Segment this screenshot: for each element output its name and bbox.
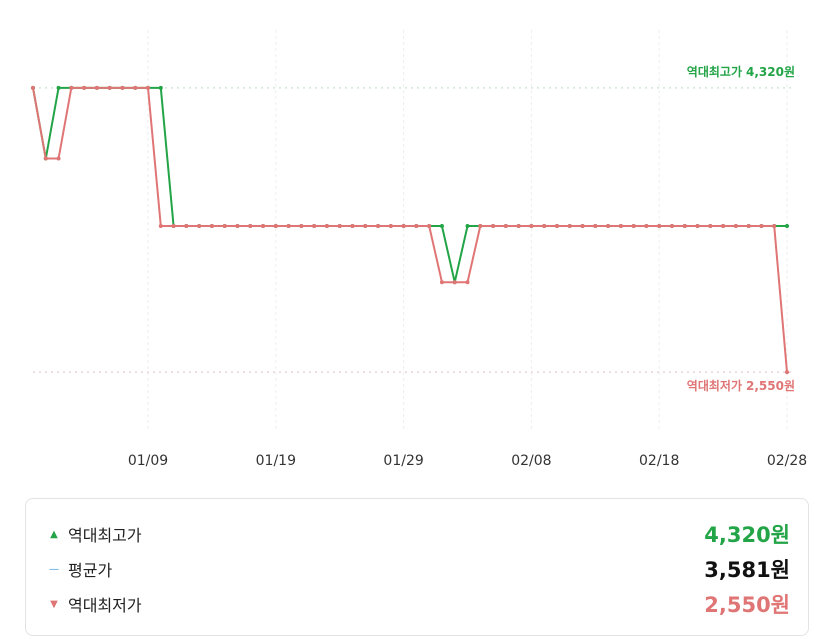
- x-tick-label: 01/09: [128, 453, 168, 469]
- price-dot: [529, 223, 534, 228]
- price-dot: [785, 223, 789, 228]
- price-dot: [248, 223, 253, 228]
- price-dot: [273, 223, 278, 228]
- price-dot: [567, 223, 572, 228]
- price-dot: [580, 223, 585, 228]
- price-dot: [759, 223, 764, 228]
- price-dot: [657, 223, 662, 228]
- summary-row: ▲ 역대최고가 4,320원: [46, 519, 790, 549]
- price-dot: [772, 223, 777, 228]
- price-dot: [133, 85, 138, 90]
- summary-label-group: ▲ 역대최고가: [46, 522, 142, 546]
- summary-panel: ▲ 역대최고가 4,320원 — 평균가 3,581원 ▼ 역대최저가 2,550원: [25, 498, 809, 636]
- legend-marker: ▲: [50, 528, 58, 540]
- price-dot: [184, 223, 189, 228]
- price-dot: [261, 223, 266, 228]
- price-dot: [401, 223, 406, 228]
- x-tick-label: 02/28: [767, 453, 807, 469]
- reference-label: 역대최고가 4,320원: [687, 63, 795, 78]
- price-dot: [593, 223, 598, 228]
- price-line: [32, 86, 787, 283]
- reference-name: 역대최고가: [687, 63, 742, 78]
- price-dot: [350, 223, 355, 228]
- price-dot: [708, 223, 713, 228]
- price-dot: [107, 85, 112, 90]
- price-dot: [465, 280, 470, 285]
- price-dot: [542, 223, 547, 228]
- price-dot: [606, 223, 611, 228]
- price-line: [32, 86, 788, 373]
- summary-row: ▼ 역대최저가 2,550원: [46, 589, 790, 619]
- price-dot: [94, 85, 99, 90]
- price-dot: [56, 85, 61, 90]
- legend-marker: ▼: [50, 598, 58, 610]
- price-dot: [631, 223, 636, 228]
- summary-label: 역대최저가: [68, 596, 142, 615]
- price-dot: [721, 223, 726, 228]
- x-tick-label: 01/19: [256, 453, 296, 469]
- price-dot: [427, 223, 432, 228]
- price-dot: [363, 223, 368, 228]
- price-dot: [503, 223, 508, 228]
- price-dot: [146, 85, 151, 90]
- price-dot: [337, 223, 342, 228]
- price-dot: [222, 223, 227, 228]
- price-dot: [56, 156, 61, 161]
- price-dot: [439, 223, 444, 228]
- price-dot: [644, 223, 649, 228]
- summary-label-group: ▼ 역대최저가: [46, 592, 142, 616]
- summary-value: 2,550원: [704, 593, 790, 617]
- price-dot: [197, 223, 202, 228]
- price-dot: [746, 223, 751, 228]
- price-dot: [299, 223, 304, 228]
- price-dot: [209, 223, 214, 228]
- price-dot: [158, 223, 163, 228]
- price-dot: [439, 280, 444, 285]
- summary-value: 4,320원: [704, 523, 790, 547]
- price-dot: [516, 223, 521, 228]
- price-dot: [171, 223, 176, 228]
- reference-name: 역대최저가: [687, 378, 742, 393]
- price-dot: [733, 223, 738, 228]
- price-dot: [31, 85, 35, 90]
- price-dot: [452, 280, 457, 285]
- price-dot: [158, 85, 163, 90]
- summary-label: 평균가: [68, 561, 113, 580]
- legend-marker: —: [49, 563, 59, 575]
- price-dot: [286, 223, 291, 228]
- price-dot: [69, 85, 74, 90]
- price-dot: [785, 370, 789, 375]
- price-dot: [312, 223, 317, 228]
- summary-value: 3,581원: [704, 558, 790, 582]
- price-dot: [554, 223, 559, 228]
- price-dot: [669, 223, 674, 228]
- summary-label-group: — 평균가: [46, 557, 112, 581]
- price-dot: [388, 223, 393, 228]
- summary-label: 역대최고가: [68, 526, 142, 545]
- price-dot: [618, 223, 623, 228]
- summary-row: — 평균가 3,581원: [46, 554, 790, 584]
- x-tick-label: 02/18: [639, 453, 679, 469]
- price-dot: [120, 85, 125, 90]
- x-tick-label: 02/08: [511, 453, 551, 469]
- price-dot: [43, 156, 48, 161]
- price-dot: [376, 223, 381, 228]
- price-dot: [491, 223, 496, 228]
- price-dot: [465, 223, 470, 228]
- price-dot: [682, 223, 687, 228]
- price-dot: [235, 223, 240, 228]
- price-dot: [324, 223, 329, 228]
- chart: 01/09 01/19 01/29 02/08 02/18 02/28 역대최고가 4,320…: [31, 30, 807, 469]
- reference-label: 역대최저가 2,550원: [687, 378, 795, 393]
- price-dot: [695, 223, 700, 228]
- x-tick-label: 01/29: [383, 453, 423, 469]
- price-dot: [478, 223, 483, 228]
- price-dot: [82, 85, 87, 90]
- reference-value: 4,320원: [746, 64, 795, 78]
- price-dot: [414, 223, 419, 228]
- reference-value: 2,550원: [746, 379, 795, 393]
